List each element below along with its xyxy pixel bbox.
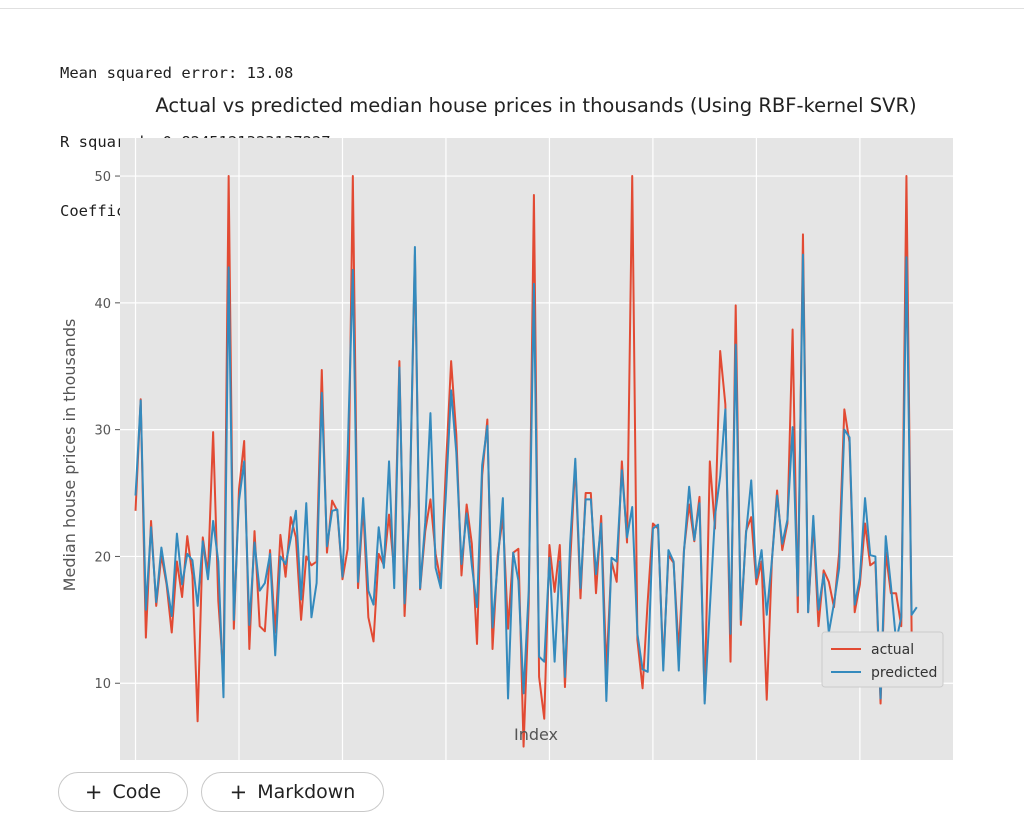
y-tick-label: 10 [94, 677, 111, 692]
add-code-label: Code [112, 781, 162, 803]
legend-label-predicted: predicted [871, 665, 937, 681]
y-axis-label: Median house prices in thousands [60, 319, 79, 592]
output-line-mse: Mean squared error: 13.08 [60, 64, 294, 82]
chart-title: Actual vs predicted median house prices … [155, 94, 916, 117]
cell-divider [0, 8, 1024, 9]
plus-icon: + [84, 780, 103, 804]
series-line-predicted [134, 246, 918, 705]
legend-label-actual: actual [871, 642, 914, 658]
y-tick-label: 40 [94, 297, 111, 312]
x-axis-label: Index [514, 725, 558, 744]
y-tick-label: 30 [94, 424, 111, 439]
y-tick-label: 20 [94, 550, 111, 565]
legend: actual predicted [821, 631, 944, 688]
plus-icon: + [229, 780, 248, 804]
add-markdown-label: Markdown [257, 781, 356, 803]
add-code-cell-button[interactable]: + Code [58, 772, 188, 812]
y-tick-label: 50 [94, 170, 111, 185]
add-markdown-cell-button[interactable]: + Markdown [201, 772, 384, 812]
legend-box [821, 631, 944, 688]
